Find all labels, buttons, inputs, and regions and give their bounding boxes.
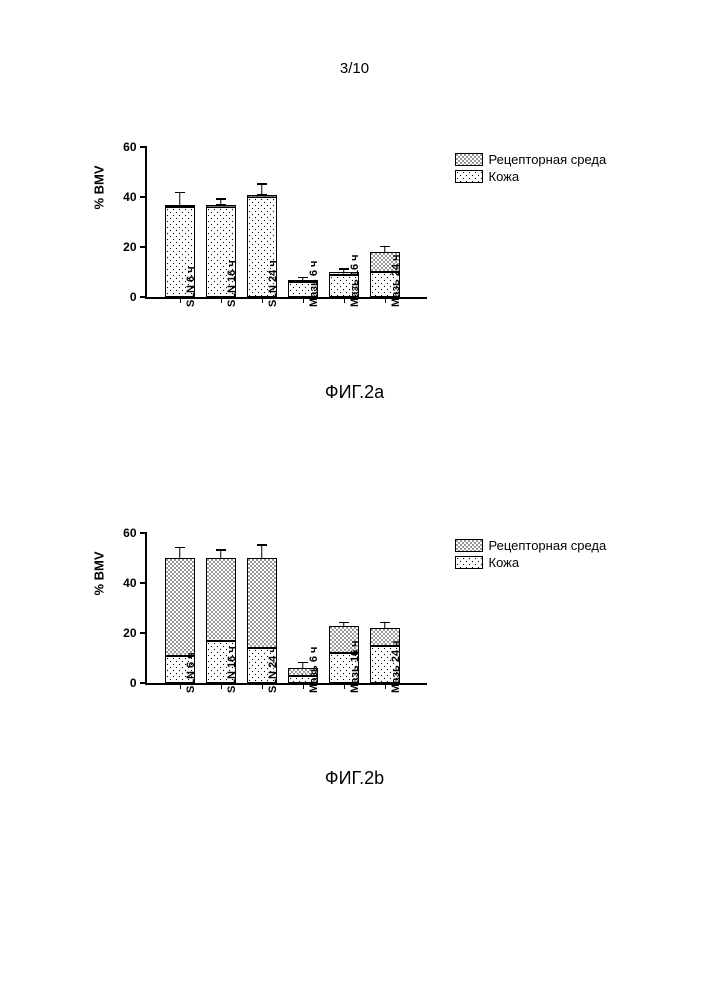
error-cap [339, 268, 349, 270]
error-cap [339, 622, 349, 624]
x-tick-label: SLN 16 ч [226, 646, 238, 693]
legend-label-receptor: Рецепторная среда [489, 538, 607, 553]
error-cap [380, 622, 390, 624]
x-tick-label: SLN 6 ч [185, 652, 197, 693]
x-tick [262, 683, 264, 689]
page-number: 3/10 [0, 0, 709, 77]
y-tick-label: 60 [107, 140, 137, 154]
y-tick-label: 40 [107, 576, 137, 590]
y-tick [140, 246, 147, 248]
y-tick-label: 60 [107, 526, 137, 540]
legend-item-receptor: Рецепторная среда [455, 538, 607, 553]
x-tick [303, 297, 305, 303]
error-bar [179, 193, 181, 206]
error-cap [175, 547, 185, 549]
legend-swatch-receptor [455, 153, 483, 166]
x-tick [303, 683, 305, 689]
y-tick-label: 0 [107, 290, 137, 304]
bar-segment-receptor [247, 195, 277, 198]
error-bar [384, 623, 386, 628]
x-tick-label: Мазь 16 ч [349, 254, 361, 307]
chart-2a: Рецепторная среда Кожа % BMV 0204060SLN … [75, 137, 635, 357]
error-cap [257, 544, 267, 546]
legend: Рецепторная среда Кожа [455, 152, 607, 186]
x-tick-label: SLN 24 ч [267, 646, 279, 693]
y-tick [140, 632, 147, 634]
legend-swatch-receptor [455, 539, 483, 552]
legend: Рецепторная среда Кожа [455, 538, 607, 572]
legend-item-receptor: Рецепторная среда [455, 152, 607, 167]
x-tick [385, 683, 387, 689]
figure-2a: Рецепторная среда Кожа % BMV 0204060SLN … [75, 137, 635, 403]
x-tick-label: SLN 24 ч [267, 260, 279, 307]
legend-swatch-skin [455, 556, 483, 569]
error-bar [302, 278, 304, 281]
x-tick-label: Мазь 6 ч [308, 261, 320, 307]
error-bar [220, 551, 222, 559]
y-tick [140, 682, 147, 684]
caption-2a: ФИГ.2a [75, 382, 635, 403]
chart-2b: Рецепторная среда Кожа % BMV 0204060SLN … [75, 523, 635, 743]
caption-2b: ФИГ.2b [75, 768, 635, 789]
error-bar [261, 185, 263, 195]
error-bar [343, 623, 345, 626]
legend-item-skin: Кожа [455, 555, 607, 570]
x-tick [262, 297, 264, 303]
x-tick-label: SLN 16 ч [226, 260, 238, 307]
plot-area-b: 0204060SLN 6 чSLN 16 чSLN 24 чМазь 6 чМа… [145, 533, 427, 685]
x-tick-label: Мазь 16 ч [349, 640, 361, 693]
y-tick-label: 20 [107, 240, 137, 254]
y-tick-label: 20 [107, 626, 137, 640]
error-cap [257, 183, 267, 185]
legend-swatch-skin [455, 170, 483, 183]
y-axis-label: % BMV [91, 165, 106, 209]
error-cap [175, 192, 185, 194]
bar-segment-receptor [206, 558, 236, 641]
error-cap [298, 662, 308, 664]
x-tick [221, 683, 223, 689]
legend-label-receptor: Рецепторная среда [489, 152, 607, 167]
error-cap [380, 246, 390, 248]
legend-item-skin: Кожа [455, 169, 607, 184]
error-bar [343, 270, 345, 273]
x-tick [180, 683, 182, 689]
x-tick [385, 297, 387, 303]
x-tick [344, 297, 346, 303]
error-cap [216, 198, 226, 200]
error-bar [179, 548, 181, 558]
y-tick [140, 532, 147, 534]
error-bar [302, 663, 304, 668]
figure-2b: Рецепторная среда Кожа % BMV 0204060SLN … [75, 523, 635, 789]
bar-segment-receptor [247, 558, 277, 648]
x-tick-label: Мазь 24 ч [390, 640, 402, 693]
error-bar [220, 200, 222, 205]
x-tick-label: Мазь 6 ч [308, 647, 320, 693]
legend-label-skin: Кожа [489, 555, 520, 570]
y-tick [140, 582, 147, 584]
error-cap [298, 277, 308, 279]
y-tick-label: 40 [107, 190, 137, 204]
error-bar [261, 546, 263, 559]
error-cap [216, 549, 226, 551]
x-tick-label: SLN 6 ч [185, 266, 197, 307]
legend-label-skin: Кожа [489, 169, 520, 184]
x-tick-label: Мазь 24 ч [390, 254, 402, 307]
y-tick [140, 196, 147, 198]
error-bar [384, 247, 386, 252]
x-tick [180, 297, 182, 303]
y-axis-label: % BMV [91, 551, 106, 595]
y-tick-label: 0 [107, 676, 137, 690]
plot-area-a: 0204060SLN 6 чSLN 16 чSLN 24 чМазь 6 чМа… [145, 147, 427, 299]
y-tick [140, 296, 147, 298]
x-tick [221, 297, 223, 303]
y-tick [140, 146, 147, 148]
bar-segment-receptor [206, 205, 236, 208]
bar-segment-receptor [165, 558, 195, 656]
x-tick [344, 683, 346, 689]
